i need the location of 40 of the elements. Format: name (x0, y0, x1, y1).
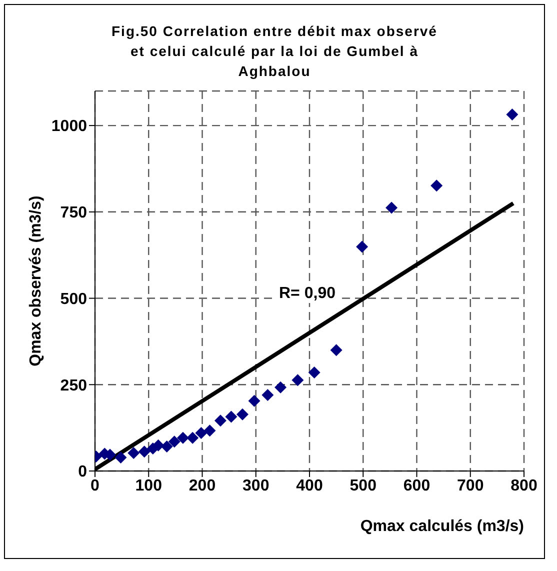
point (248, 394, 260, 407)
point (292, 374, 304, 386)
x-tick-label: 600 (403, 477, 430, 494)
point (186, 432, 199, 444)
point (262, 389, 274, 401)
point (506, 108, 518, 120)
x-tick-label: 0 (90, 477, 100, 494)
point (128, 447, 140, 460)
x-tick-label: 300 (242, 477, 270, 494)
point (356, 240, 368, 253)
point (168, 436, 180, 448)
y-tick-label: 750 (60, 204, 88, 222)
point (176, 432, 189, 444)
x-tick-label: 700 (457, 477, 484, 494)
y-tick-label: 1000 (51, 118, 88, 136)
point (430, 180, 443, 192)
y-tick-label: 250 (60, 377, 88, 394)
point (204, 424, 216, 437)
x-tick-label: 800 (510, 477, 538, 494)
x-tick-label: 500 (350, 477, 377, 494)
point (160, 440, 173, 452)
x-tick-label: 100 (135, 477, 162, 494)
point (138, 446, 150, 458)
point (225, 410, 238, 423)
point (195, 427, 208, 439)
point (330, 344, 342, 356)
y-tick-label: 500 (60, 290, 88, 308)
point (114, 452, 127, 464)
x-axis-title: Qmax calculés (m3/s) (360, 518, 524, 535)
chart-title: Fig.50 Correlation entre débit max observé et celui calculé par la loi de Gumbel à Aghbalou (110, 22, 438, 81)
point (274, 381, 287, 394)
annotation: R= 0,90 (277, 285, 338, 303)
x-tick-label: 400 (296, 477, 323, 494)
point (214, 414, 226, 427)
point (236, 408, 248, 420)
y-axis-title: Qmax observés (m3/s) (28, 196, 45, 366)
point (308, 366, 320, 379)
x-tick-label: 200 (188, 477, 216, 494)
y-tick-label: 0 (78, 464, 88, 481)
point (386, 202, 398, 214)
